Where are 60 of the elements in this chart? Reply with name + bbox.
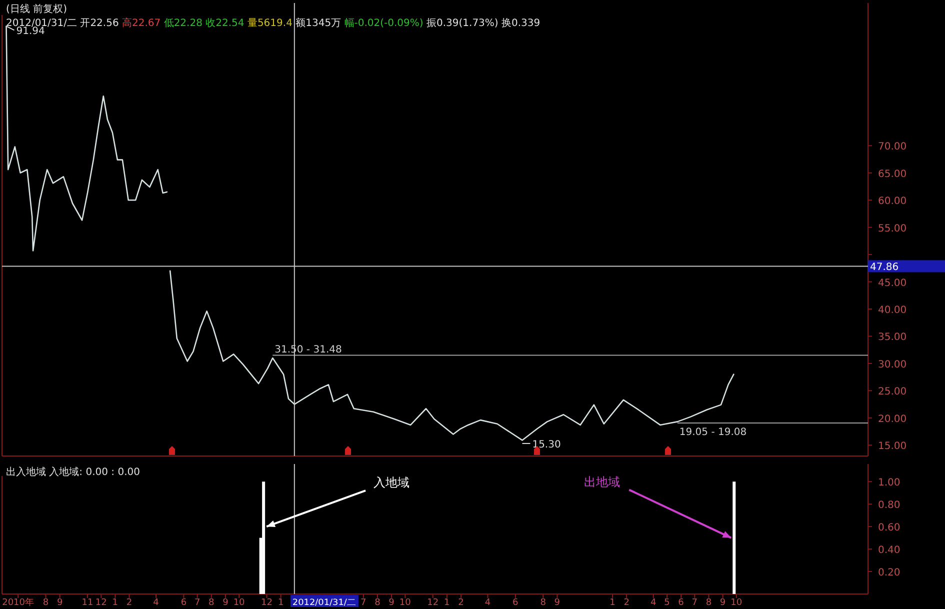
x-tick-label: 10	[399, 598, 412, 608]
x-tick-label: 4	[484, 598, 491, 608]
x-tick-label: 1	[112, 598, 118, 608]
ref-line-label: 47.86	[870, 262, 899, 274]
y-tick-label: 0.80	[878, 500, 900, 512]
x-tick-label: 9	[222, 598, 229, 608]
y-tick-label: 40.00	[878, 305, 907, 316]
x-tick-label: 8	[540, 598, 546, 608]
x-tick-label: 9	[554, 598, 560, 608]
x-tick-label: 1	[610, 598, 616, 608]
y-tick-label: 55.00	[878, 223, 907, 234]
x-tick-label: 12	[427, 598, 439, 608]
x-tick-label: 12	[95, 598, 107, 608]
x-tick-label: 2	[126, 598, 132, 608]
y-tick-label: 35.00	[878, 332, 907, 344]
x-tick-label: 10	[233, 598, 246, 608]
y-tick-label: 15.00	[878, 441, 907, 452]
annotation: 出地域	[584, 474, 620, 489]
x-tick-label: 4	[153, 598, 160, 608]
annotation: 15.30	[532, 439, 561, 450]
chart-title: 出入地域 入地域: 0.00 : 0.00	[6, 466, 140, 478]
y-tick-label: 20.00	[878, 414, 907, 425]
y-tick-label: 1.00	[878, 478, 900, 489]
ref-line-label: 19.05 - 19.08	[679, 427, 747, 438]
x-tick-label: 8	[208, 598, 215, 608]
x-tick-label: 6	[512, 598, 519, 608]
x-tick-label: 6	[678, 598, 684, 608]
x-tick-label: 1	[444, 598, 450, 608]
x-tick-label: 7	[692, 598, 698, 608]
x-tick-label: 9	[720, 598, 726, 608]
x-tick-label: 12	[261, 598, 272, 608]
x-tick-label: 2	[458, 598, 464, 608]
chart-title: (日线 前复权)	[6, 3, 68, 15]
annotation: 入地域	[374, 476, 410, 490]
x-tick-label: 8	[42, 598, 49, 608]
x-tick-label: 8	[374, 598, 381, 608]
x-tick-label: 5	[664, 598, 670, 608]
x-tick-label: 9	[388, 598, 395, 608]
x-tick-label: 6	[180, 598, 187, 608]
x-tick-label: 1	[278, 598, 284, 608]
x-tick-label: 2	[624, 598, 630, 608]
y-tick-label: 45.00	[878, 278, 907, 289]
x-tick-label: 11	[82, 598, 94, 608]
x-tick-label: 9	[56, 598, 63, 608]
ref-line-label: 2012/01/31/二	[292, 598, 356, 608]
x-tick-label: 8	[706, 598, 712, 608]
y-tick-label: 60.00	[878, 196, 907, 208]
annotation: 91.94	[16, 26, 45, 38]
y-tick-label: 30.00	[878, 359, 907, 370]
x-tick-label: 7	[360, 598, 366, 608]
x-tick-label: 4	[650, 598, 656, 608]
y-tick-label: 0.40	[878, 545, 900, 556]
y-tick-label: 25.00	[878, 386, 907, 398]
x-tick-label: 2010年	[2, 597, 34, 608]
y-tick-label: 70.00	[878, 142, 907, 153]
y-tick-label: 0.60	[878, 522, 900, 534]
y-tick-label: 0.20	[878, 568, 900, 579]
x-tick-label: 7	[194, 598, 200, 608]
y-tick-label: 65.00	[878, 168, 907, 180]
x-tick-label: 10	[730, 598, 742, 608]
